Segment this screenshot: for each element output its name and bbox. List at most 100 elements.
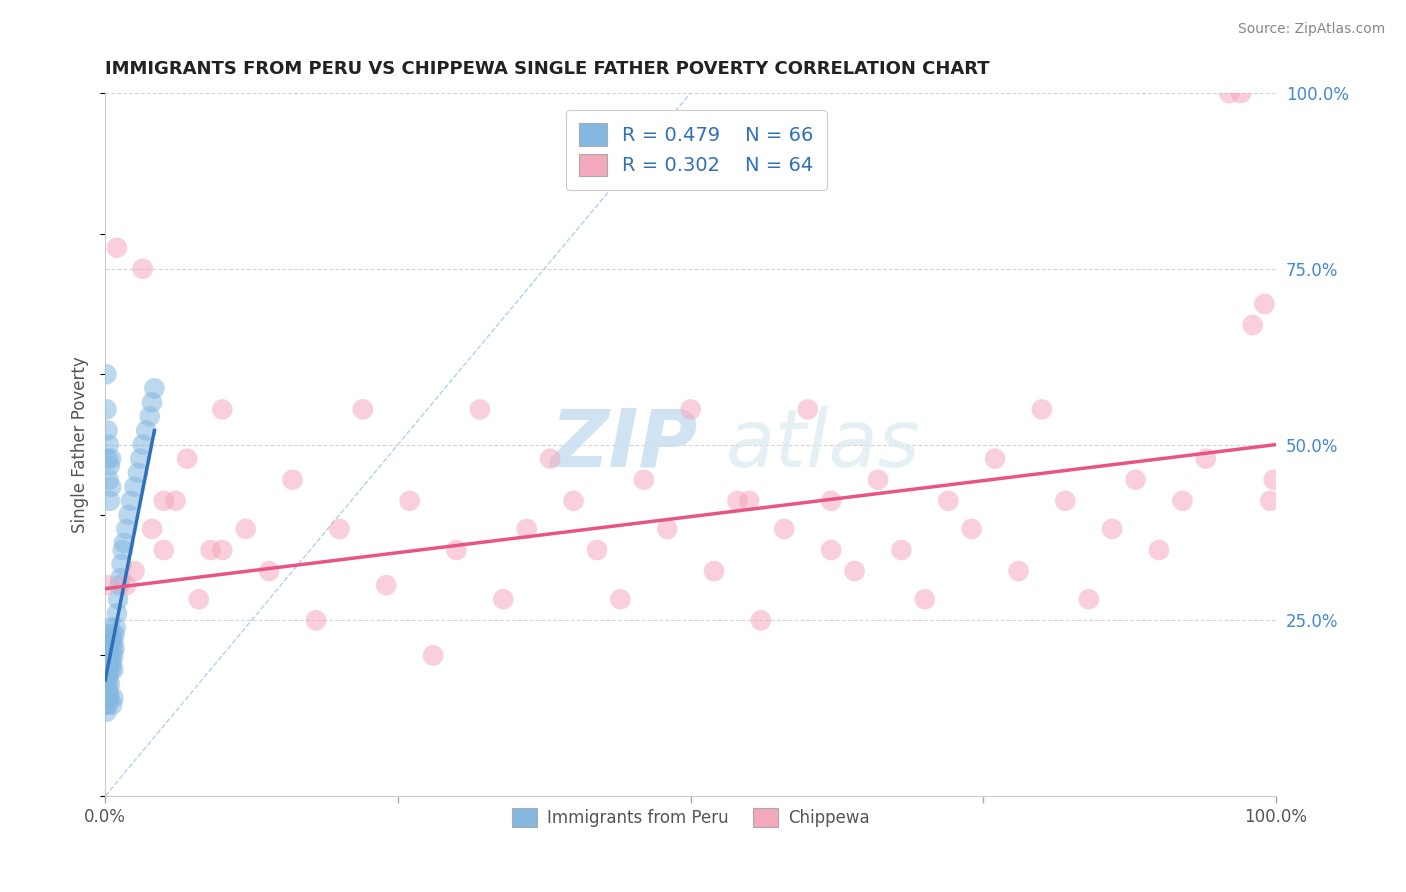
Point	[141, 395, 163, 409]
Point	[100, 451, 122, 466]
Point	[103, 648, 125, 663]
Point	[105, 607, 128, 621]
Point	[96, 656, 118, 670]
Point	[375, 578, 398, 592]
Point	[138, 409, 160, 424]
Point	[120, 493, 142, 508]
Point	[97, 641, 120, 656]
Y-axis label: Single Father Poverty: Single Father Poverty	[72, 356, 89, 533]
Point	[1171, 493, 1194, 508]
Point	[96, 451, 118, 466]
Legend: Immigrants from Peru, Chippewa: Immigrants from Peru, Chippewa	[505, 801, 876, 833]
Point	[98, 676, 121, 690]
Point	[131, 437, 153, 451]
Point	[98, 656, 121, 670]
Point	[97, 437, 120, 451]
Point	[96, 641, 118, 656]
Point	[562, 493, 585, 508]
Point	[115, 578, 138, 592]
Point	[103, 690, 125, 705]
Point	[984, 451, 1007, 466]
Point	[890, 543, 912, 558]
Point	[98, 458, 121, 473]
Point	[211, 402, 233, 417]
Point	[141, 522, 163, 536]
Point	[468, 402, 491, 417]
Point	[844, 564, 866, 578]
Point	[105, 241, 128, 255]
Point	[96, 669, 118, 683]
Point	[143, 381, 166, 395]
Point	[1218, 86, 1240, 100]
Point	[96, 634, 118, 648]
Point	[97, 669, 120, 683]
Point	[96, 578, 118, 592]
Point	[281, 473, 304, 487]
Point	[131, 261, 153, 276]
Point	[516, 522, 538, 536]
Point	[1125, 473, 1147, 487]
Point	[749, 613, 772, 627]
Point	[111, 543, 134, 558]
Point	[96, 698, 118, 712]
Point	[1263, 473, 1285, 487]
Point	[98, 493, 121, 508]
Point	[1077, 592, 1099, 607]
Point	[492, 592, 515, 607]
Point	[110, 571, 132, 585]
Point	[1258, 493, 1281, 508]
Point	[727, 493, 749, 508]
Point	[96, 424, 118, 438]
Point	[103, 627, 125, 641]
Text: ZIP: ZIP	[550, 406, 697, 483]
Point	[97, 648, 120, 663]
Point	[820, 543, 842, 558]
Point	[960, 522, 983, 536]
Point	[97, 627, 120, 641]
Point	[100, 648, 122, 663]
Point	[176, 451, 198, 466]
Point	[96, 698, 118, 712]
Point	[98, 620, 121, 634]
Point	[1031, 402, 1053, 417]
Point	[124, 564, 146, 578]
Point	[101, 698, 124, 712]
Point	[1007, 564, 1029, 578]
Point	[101, 656, 124, 670]
Text: atlas: atlas	[725, 406, 921, 483]
Point	[103, 641, 125, 656]
Point	[679, 402, 702, 417]
Point	[97, 690, 120, 705]
Point	[96, 690, 118, 705]
Point	[112, 536, 135, 550]
Point	[1253, 297, 1275, 311]
Point	[257, 564, 280, 578]
Point	[609, 592, 631, 607]
Point	[187, 592, 209, 607]
Point	[117, 508, 139, 522]
Point	[104, 620, 127, 634]
Point	[1147, 543, 1170, 558]
Point	[633, 473, 655, 487]
Point	[235, 522, 257, 536]
Point	[124, 480, 146, 494]
Point	[96, 705, 118, 719]
Point	[422, 648, 444, 663]
Point	[773, 522, 796, 536]
Point	[96, 648, 118, 663]
Point	[328, 522, 350, 536]
Point	[866, 473, 889, 487]
Point	[820, 493, 842, 508]
Point	[98, 690, 121, 705]
Point	[96, 676, 118, 690]
Point	[200, 543, 222, 558]
Point	[796, 402, 818, 417]
Point	[96, 368, 118, 382]
Point	[127, 466, 149, 480]
Point	[914, 592, 936, 607]
Point	[101, 627, 124, 641]
Point	[398, 493, 420, 508]
Point	[936, 493, 959, 508]
Point	[165, 493, 187, 508]
Point	[446, 543, 468, 558]
